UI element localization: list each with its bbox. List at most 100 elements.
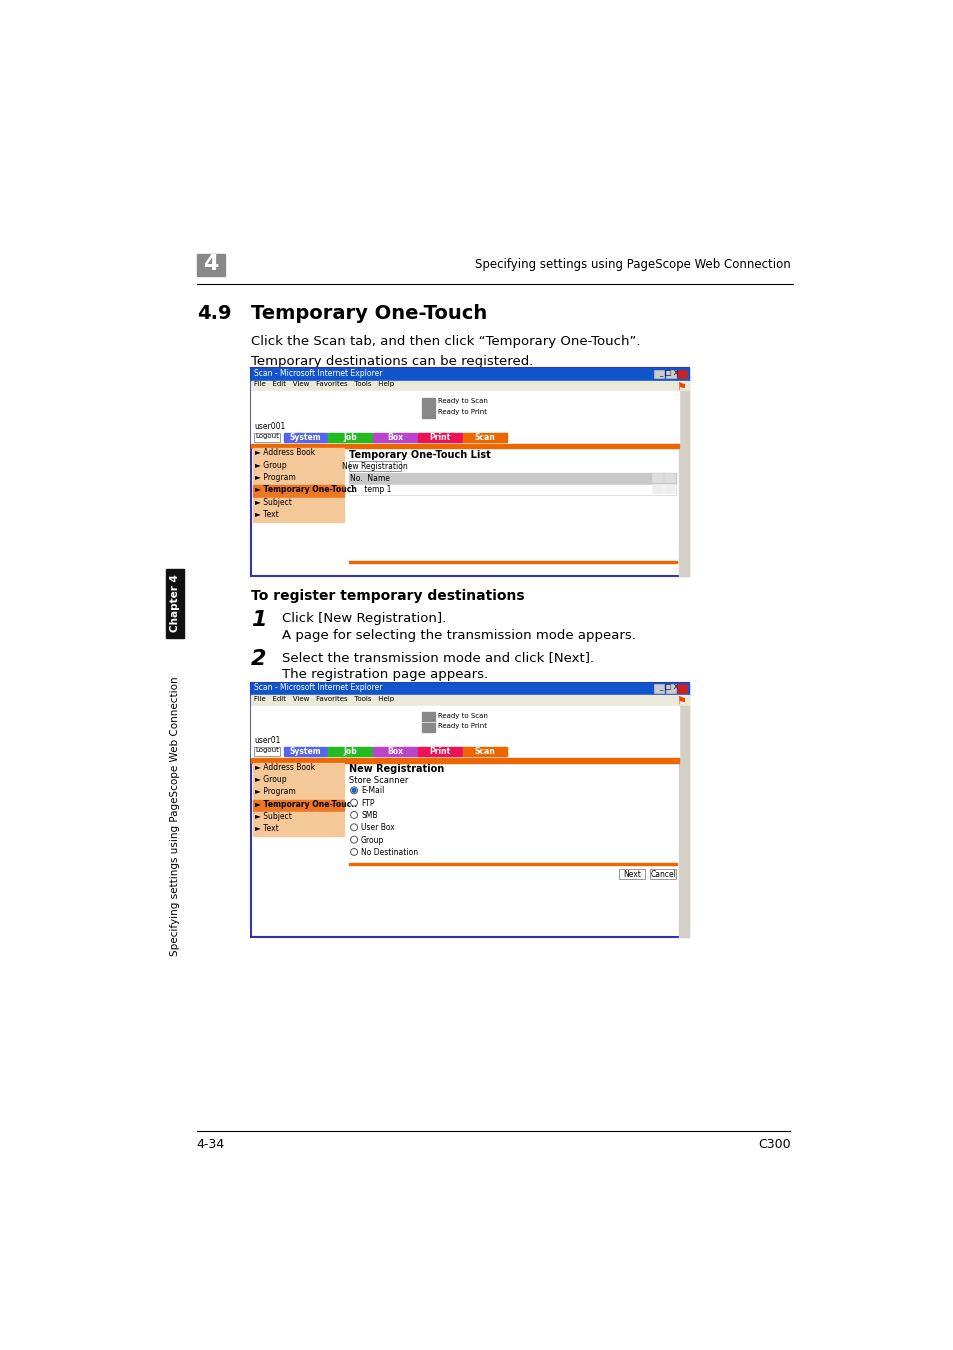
Circle shape	[350, 799, 357, 806]
Bar	[422, 398, 435, 406]
Bar	[373, 433, 416, 443]
Text: Job: Job	[343, 433, 356, 441]
Text: Temporary destinations can be registered.: Temporary destinations can be registered…	[251, 355, 533, 367]
Text: ► Group: ► Group	[254, 460, 286, 470]
Text: SMB: SMB	[360, 811, 377, 819]
Bar	[251, 683, 688, 695]
Text: ► Program: ► Program	[254, 472, 295, 482]
Circle shape	[352, 788, 355, 792]
Circle shape	[350, 848, 357, 856]
Text: Temporary One-Touch List: Temporary One-Touch List	[348, 450, 490, 460]
Bar	[253, 498, 344, 509]
Bar	[283, 433, 327, 443]
Text: Next: Next	[622, 869, 640, 879]
Text: Ready to Scan: Ready to Scan	[437, 713, 487, 718]
Text: ► Subject: ► Subject	[254, 498, 292, 506]
Bar	[373, 747, 416, 756]
Bar	[665, 370, 675, 378]
Bar	[251, 706, 679, 736]
Circle shape	[350, 811, 357, 818]
Text: 2: 2	[251, 648, 266, 668]
Text: ► Address Book: ► Address Book	[254, 448, 314, 458]
Text: A page for selecting the transmission mode appears.: A page for selecting the transmission mo…	[282, 629, 636, 643]
Bar	[328, 433, 372, 443]
Bar	[251, 381, 688, 392]
Text: Specifying settings using PageScope Web Connection: Specifying settings using PageScope Web …	[170, 676, 180, 956]
Text: 1: 1	[251, 610, 266, 630]
Bar	[652, 483, 662, 493]
Bar	[422, 722, 435, 732]
Text: ► Temporary One-Touch: ► Temporary One-Touch	[254, 799, 356, 809]
Bar	[253, 747, 280, 756]
Bar	[665, 684, 675, 693]
Text: 1    temp 1: 1 temp 1	[350, 485, 391, 494]
Text: ► Text: ► Text	[254, 825, 278, 833]
Text: ► Address Book: ► Address Book	[254, 763, 314, 772]
Text: _ □ X: _ □ X	[659, 369, 679, 375]
Text: Job: Job	[343, 747, 356, 756]
Bar	[253, 825, 344, 836]
Text: No Destination: No Destination	[360, 848, 417, 857]
Bar	[663, 472, 674, 482]
Text: Temporary One-Touch: Temporary One-Touch	[251, 305, 487, 324]
Text: Cancel: Cancel	[650, 869, 676, 879]
Bar	[422, 409, 435, 417]
Bar	[253, 763, 344, 774]
Text: 4.9: 4.9	[196, 305, 231, 324]
Bar	[463, 747, 506, 756]
Bar	[251, 745, 679, 757]
Text: Box: Box	[387, 747, 403, 756]
Circle shape	[350, 787, 357, 794]
Text: Scan - Microsoft Internet Explorer: Scan - Microsoft Internet Explorer	[253, 683, 382, 693]
Bar	[253, 448, 344, 460]
Circle shape	[350, 836, 357, 842]
Bar	[654, 684, 663, 693]
Text: _ □ X: _ □ X	[659, 683, 679, 690]
Bar	[253, 811, 344, 824]
Bar	[251, 695, 688, 706]
Bar	[253, 799, 344, 811]
Bar	[251, 757, 679, 763]
Text: System: System	[289, 747, 321, 756]
Text: The registration page appears.: The registration page appears.	[282, 668, 488, 680]
Text: user01: user01	[253, 736, 280, 745]
Bar	[618, 869, 645, 879]
Text: Group: Group	[360, 836, 384, 845]
Text: Ready to Print: Ready to Print	[437, 409, 486, 416]
Text: Specifying settings using PageScope Web Connection: Specifying settings using PageScope Web …	[475, 258, 790, 271]
Text: New Registration: New Registration	[348, 764, 443, 774]
Text: Logout: Logout	[255, 747, 279, 753]
Text: Scan: Scan	[475, 433, 495, 441]
Text: user001: user001	[253, 423, 285, 431]
Bar	[348, 863, 677, 865]
Text: Box: Box	[387, 433, 403, 441]
Text: Store Scanner: Store Scanner	[348, 776, 408, 786]
Bar	[251, 392, 679, 423]
Bar	[348, 460, 401, 471]
Bar	[283, 747, 327, 756]
Text: ► Text: ► Text	[254, 510, 278, 518]
Bar	[251, 432, 679, 444]
Bar	[654, 370, 663, 378]
Circle shape	[350, 824, 357, 830]
Bar	[253, 460, 344, 472]
Text: ⚑: ⚑	[675, 695, 685, 706]
Text: Print: Print	[429, 747, 450, 756]
Bar	[253, 510, 344, 521]
Text: Chapter 4: Chapter 4	[170, 574, 180, 632]
Bar	[251, 683, 688, 937]
Bar	[166, 568, 184, 637]
Bar	[253, 433, 280, 443]
Text: File   Edit   View   Favorites   Tools   Help: File Edit View Favorites Tools Help	[253, 382, 394, 387]
Bar	[253, 486, 344, 497]
Bar	[422, 711, 435, 721]
Text: New Registration: New Registration	[342, 462, 408, 471]
Bar	[196, 254, 224, 275]
Text: ► Temporary One-Touch: ► Temporary One-Touch	[254, 486, 356, 494]
Text: Click the Scan tab, and then click “Temporary One-Touch”.: Click the Scan tab, and then click “Temp…	[251, 335, 639, 348]
Bar	[253, 775, 344, 787]
Bar	[253, 787, 344, 799]
Bar	[463, 433, 506, 443]
Text: E-Mail: E-Mail	[360, 787, 384, 795]
Text: Ready to Scan: Ready to Scan	[437, 398, 487, 405]
